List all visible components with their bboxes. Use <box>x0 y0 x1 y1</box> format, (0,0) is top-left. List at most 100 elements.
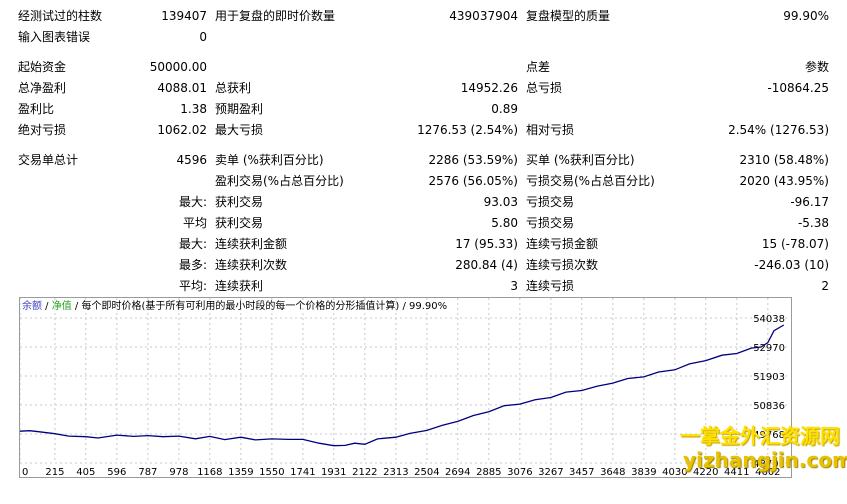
x-tick-label: 2122 <box>352 467 377 477</box>
stat-label: 连续亏损金额 <box>526 237 599 251</box>
stat-label: 买单 (%获利百分比) <box>526 153 635 167</box>
x-tick-label: 3839 <box>631 467 656 477</box>
stat-label: 预期盈利 <box>215 102 264 116</box>
x-tick-label: 978 <box>169 467 188 477</box>
stat-value: 4088.01 <box>157 81 207 95</box>
x-tick-label: 2694 <box>445 467 470 477</box>
x-tick-label: 4030 <box>662 467 687 477</box>
stat-value: 14952.26 <box>460 81 518 95</box>
stat-value: -96.17 <box>790 195 829 209</box>
y-tick-label: 51903 <box>753 372 785 383</box>
y-tick-label: 54038 <box>753 314 785 325</box>
x-tick-label: 1168 <box>197 467 222 477</box>
stat-value: 0.89 <box>491 102 518 116</box>
x-tick-label: 4411 <box>724 467 749 477</box>
stat-label: 总获利 <box>215 81 252 95</box>
x-tick-label: 4220 <box>693 467 718 477</box>
stat-prefix: 最多: <box>178 258 207 272</box>
stat-label: 交易单总计 <box>18 153 79 167</box>
stat-value: 439037904 <box>449 9 518 23</box>
y-tick-label: 48701 <box>753 459 785 470</box>
stat-value: 50000.00 <box>149 60 207 74</box>
stat-prefix: 最大: <box>178 195 207 209</box>
stat-value: -5.38 <box>797 216 829 230</box>
watermark-url: yizhangjin.com <box>683 448 847 472</box>
stat-value: 15 (-78.07) <box>761 237 829 251</box>
stat-value: -10864.25 <box>767 81 829 95</box>
legend-equity: 净值 <box>51 301 72 312</box>
legend-description: / 每个即时价格(基于所有可利用的最小时段的每一个价格的分形插值计算) / 99… <box>71 301 448 312</box>
stat-label: 亏损交易 <box>526 195 575 209</box>
stat-label: 经测试过的柱数 <box>18 9 103 23</box>
stat-label: 获利交易 <box>215 216 264 230</box>
stat-label: 盈利比 <box>18 102 55 116</box>
stat-value: 17 (95.33) <box>455 237 518 251</box>
chart-legend: 余额 / 净值 / 每个即时价格(基于所有可利用的最小时段的每一个价格的分形插值… <box>22 300 447 313</box>
stat-label: 用于复盘的即时价数量 <box>215 9 336 23</box>
stat-label: 最大亏损 <box>215 123 264 137</box>
stat-label: 总净盈利 <box>18 81 67 95</box>
stat-label: 卖单 (%获利百分比) <box>215 153 324 167</box>
x-tick-label: 2504 <box>414 467 439 477</box>
stat-value: 99.90% <box>783 9 829 23</box>
stat-label: 连续获利次数 <box>215 258 288 272</box>
y-tick-label: 50836 <box>753 401 785 412</box>
y-tick-label: 49768 <box>753 430 785 441</box>
stat-label: 输入图表错误 <box>18 30 91 44</box>
stat-label: 复盘模型的质量 <box>526 9 611 23</box>
stat-value: 139407 <box>161 9 207 23</box>
stat-label: 绝对亏损 <box>18 123 67 137</box>
stat-value: 1.38 <box>180 102 207 116</box>
stat-value: 0 <box>199 30 207 44</box>
stat-label: 连续获利金额 <box>215 237 288 251</box>
stat-value: 3 <box>510 279 518 293</box>
stat-label: 亏损交易(%占总百分比) <box>526 174 655 188</box>
stat-value: 2286 (53.59%) <box>428 153 518 167</box>
stat-label: 获利交易 <box>215 195 264 209</box>
x-tick-label: 1359 <box>228 467 253 477</box>
stat-label: 相对亏损 <box>526 123 575 137</box>
stat-label: 起始资金 <box>18 60 67 74</box>
x-tick-label: 787 <box>138 467 157 477</box>
chart-plot: 0 215 405 596 787 978 1168 1359 1550 1741 1931 2122… <box>20 298 787 477</box>
x-tick-label: 405 <box>76 467 95 477</box>
stat-prefix: 平均: <box>178 279 207 293</box>
x-tick-label: 1550 <box>259 467 284 477</box>
x-tick-label: 2313 <box>383 467 408 477</box>
stat-value: 2.54% (1276.53) <box>728 123 829 137</box>
stat-label: 点差 <box>526 60 551 74</box>
stat-label: 亏损交易 <box>526 216 575 230</box>
stat-value: 2576 (56.05%) <box>428 174 518 188</box>
x-tick-label: 215 <box>45 467 64 477</box>
stat-value: 280.84 (4) <box>455 258 518 272</box>
x-tick-label: 0 <box>22 467 28 477</box>
stat-value: 4596 <box>176 153 207 167</box>
x-tick-label: 2885 <box>476 467 501 477</box>
stat-value: 2310 (58.48%) <box>739 153 829 167</box>
stat-label: 连续获利 <box>215 279 264 293</box>
stat-value: 93.03 <box>483 195 518 209</box>
stat-value: 参数 <box>804 60 829 74</box>
legend-balance: 余额 <box>22 301 42 312</box>
legend-separator: / <box>42 301 52 312</box>
stat-value: 5.80 <box>491 216 518 230</box>
balance-line <box>20 324 785 447</box>
stat-value: 2 <box>821 279 829 293</box>
x-tick-label: 3457 <box>569 467 594 477</box>
stat-value: 1276.53 (2.54%) <box>417 123 518 137</box>
x-tick-label: 3076 <box>507 467 532 477</box>
x-tick-label: 4602 <box>755 467 780 477</box>
stat-value: -246.03 (10) <box>754 258 829 272</box>
equity-chart: 0 215 405 596 787 978 1168 1359 1550 1741 1931 2122… <box>19 297 792 478</box>
x-tick-label: 1741 <box>290 467 315 477</box>
stat-value: 2020 (43.95%) <box>739 174 829 188</box>
watermark-title: 一掌金外汇资源网 <box>680 424 840 448</box>
stat-prefix: 平均 <box>182 216 207 230</box>
x-tick-label: 596 <box>107 467 126 477</box>
y-tick-label: 52970 <box>753 343 785 354</box>
stat-label: 连续亏损次数 <box>526 258 599 272</box>
stat-label: 总亏损 <box>526 81 563 95</box>
x-tick-label: 3648 <box>600 467 625 477</box>
stat-value: 1062.02 <box>157 123 207 137</box>
x-tick-label: 1931 <box>321 467 346 477</box>
